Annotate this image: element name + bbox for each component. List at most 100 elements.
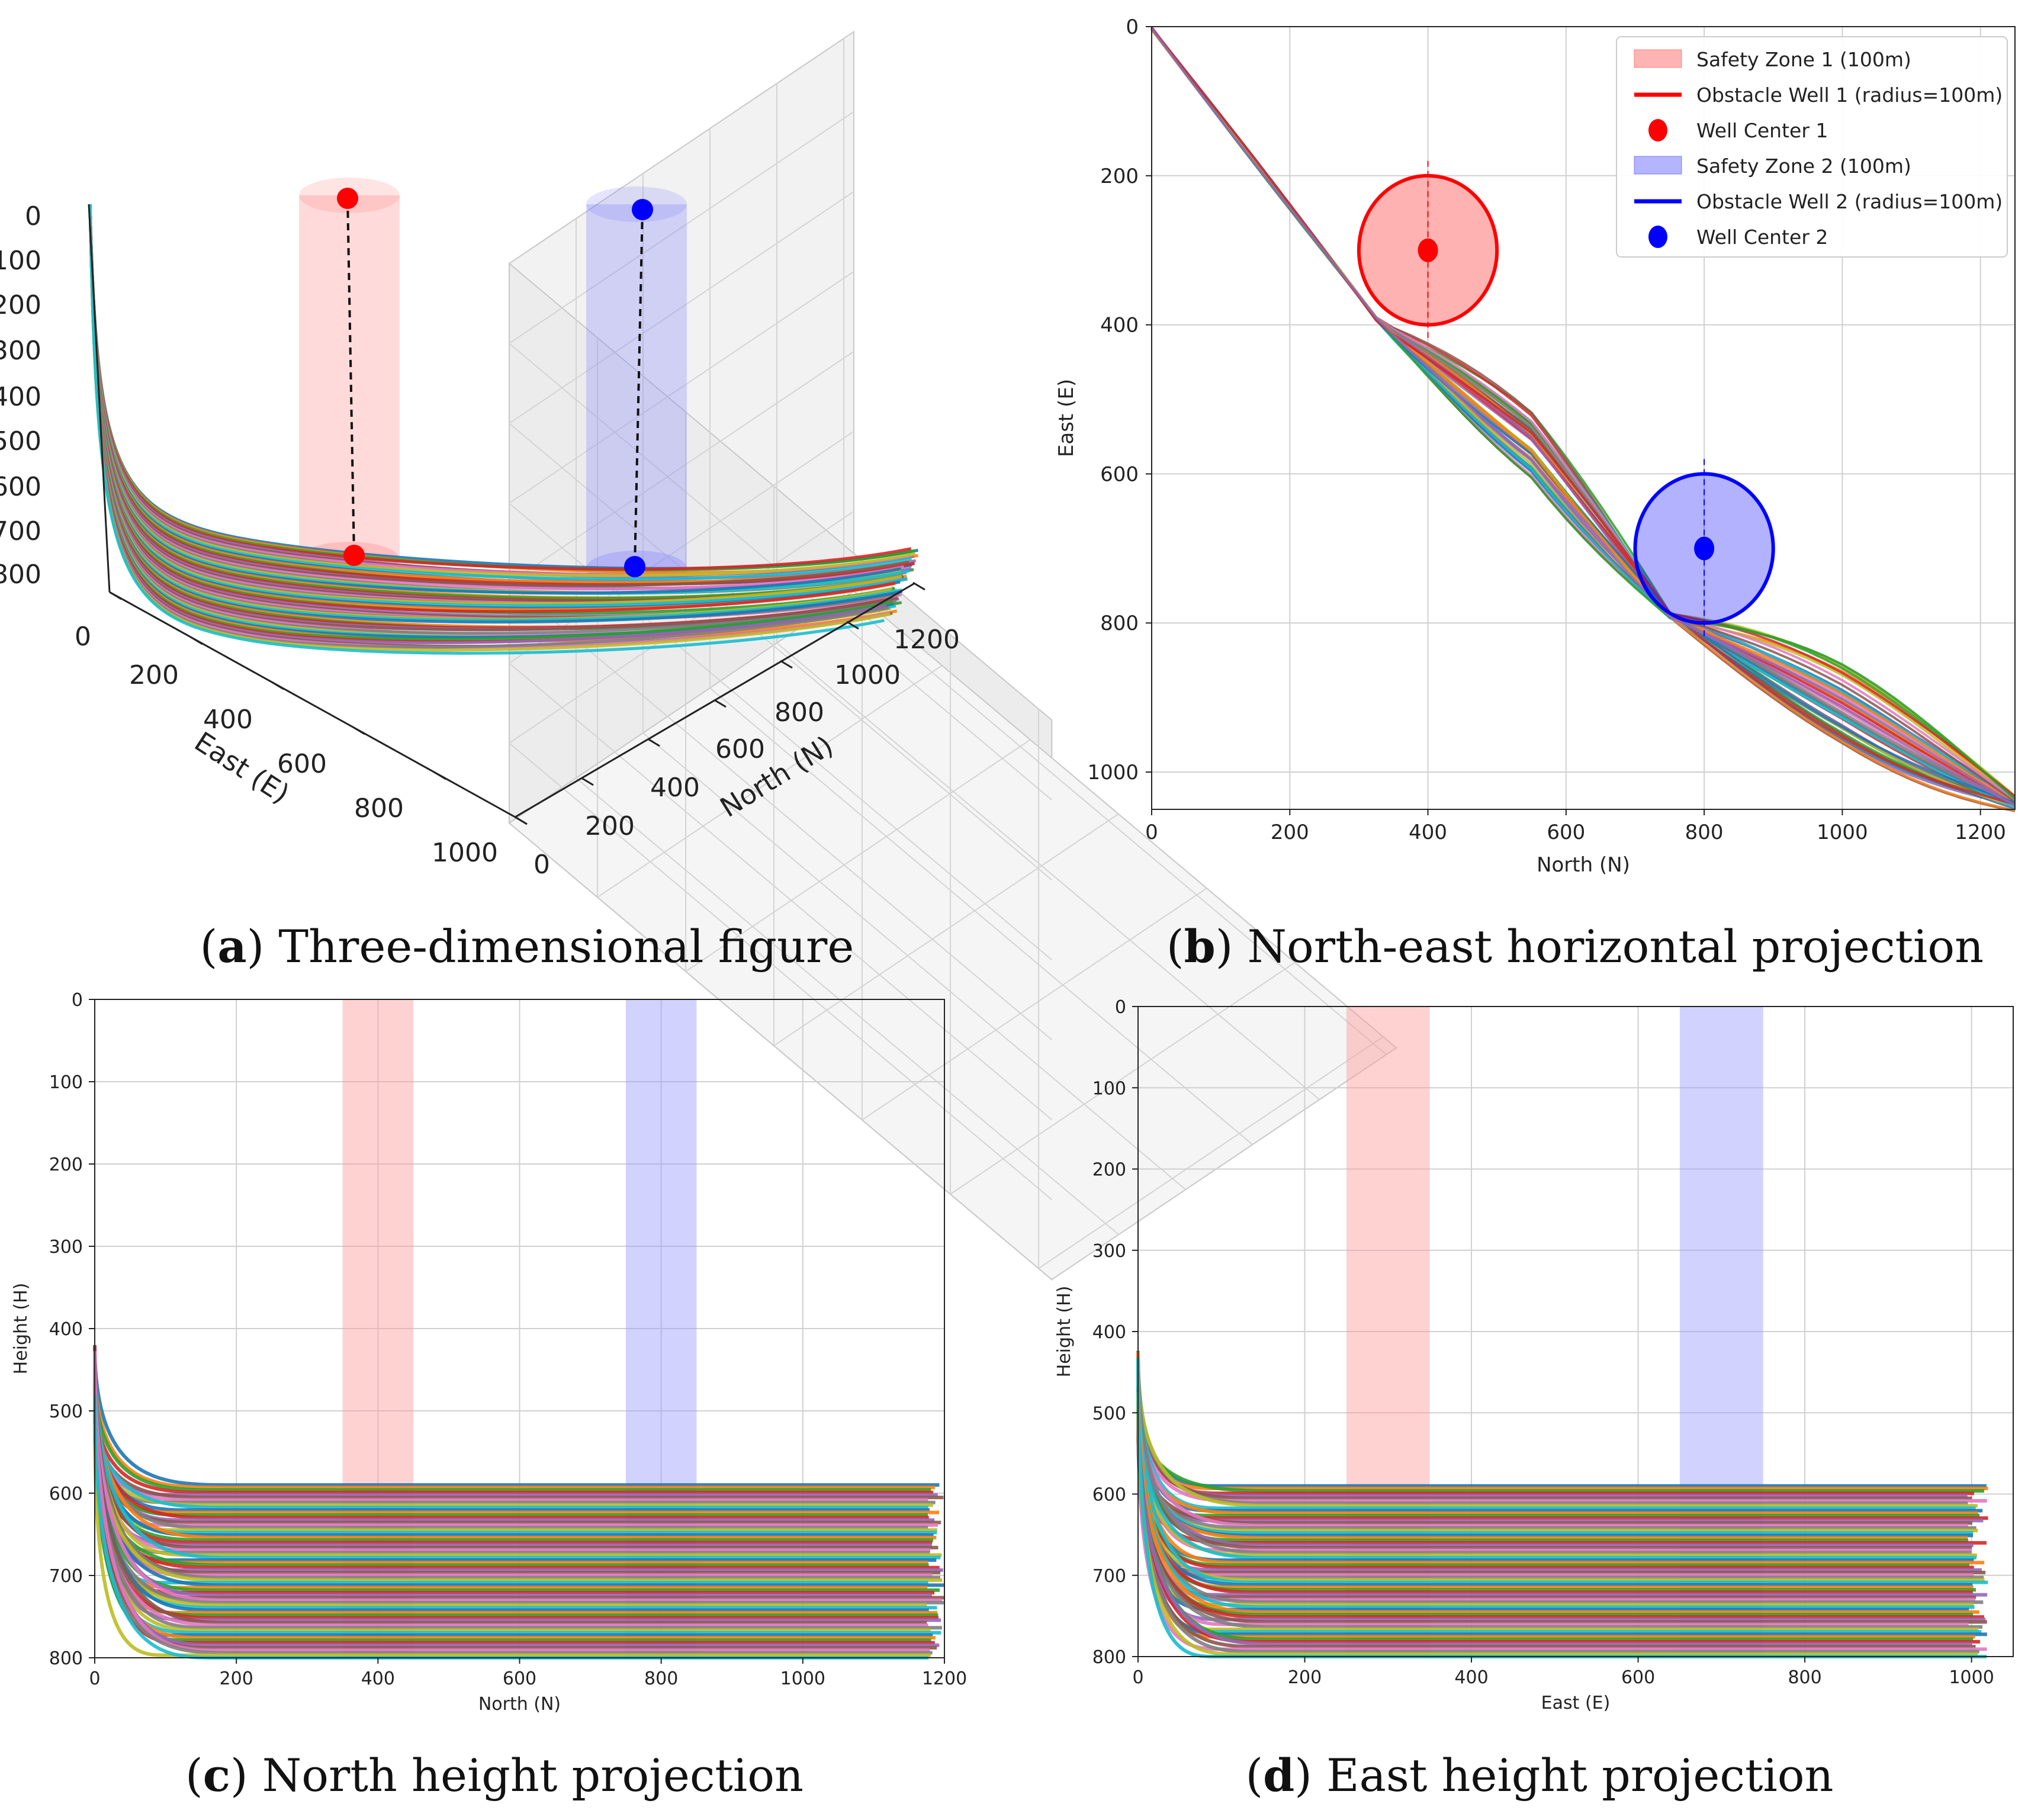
grid-floor-n-5 — [950, 962, 1296, 1195]
east-tick-mark-2 — [271, 681, 284, 690]
trajectory-2 — [1136, 1397, 1985, 1493]
z-tick-label-8: 800 — [0, 559, 41, 590]
panel-north-height-projection: 0 200 400 600 800 1000 1200 0 100 200 300 400 500 600… — [11, 990, 967, 1715]
trajectory-4 — [1136, 1367, 1968, 1498]
x-axis-label: East (E) — [1541, 1693, 1611, 1713]
grid-left-h-3 — [509, 351, 854, 584]
legend-swatch-5 — [1648, 226, 1667, 248]
grid-right-h-1 — [509, 742, 1052, 1200]
north-tick-label-3: 600 — [715, 734, 765, 764]
trajectory-8 — [1136, 1360, 1978, 1508]
y-tick-label-0: 0 — [1115, 997, 1126, 1018]
grid-floor-n-6 — [1038, 1036, 1384, 1269]
y-tick-label-5: 500 — [1092, 1403, 1126, 1424]
north-tick-mark-5 — [846, 620, 859, 630]
grid-left-h-4 — [509, 271, 854, 504]
trajectory-4 — [93, 1412, 938, 1497]
x-tick-label-3: 600 — [503, 1668, 536, 1689]
grid-left-h-2 — [509, 430, 854, 664]
x-tick-label-0: 0 — [89, 1668, 100, 1689]
legend-label-2: Well Center 1 — [1696, 119, 1828, 142]
well-center-2 — [1694, 536, 1715, 561]
x-tick-label-4: 800 — [1788, 1667, 1821, 1688]
grid-floor-e-4 — [776, 642, 1320, 1100]
x-tick-label-2: 400 — [361, 1668, 395, 1689]
z-tick-label-1: 100 — [0, 246, 41, 276]
x-tick-label-3: 600 — [1547, 821, 1585, 844]
trajectory-7 — [1136, 1366, 1968, 1506]
north-tick-mark-0 — [515, 816, 528, 825]
legend-label-1: Obstacle Well 1 (radius=100m) — [1696, 83, 2003, 107]
y-axis-label: Height (H) — [1054, 1286, 1075, 1378]
x-tick-label-0: 0 — [1132, 1667, 1143, 1688]
legend-label-5: Well Center 2 — [1696, 226, 1828, 249]
well-center-1-bottom — [343, 545, 365, 566]
x-tick-label-1: 200 — [220, 1668, 253, 1689]
grid-left-h-6 — [509, 111, 854, 344]
z-tick-label-7: 700 — [0, 516, 41, 546]
x-tick-label-4: 800 — [644, 1668, 678, 1689]
z-tick-label-3: 300 — [0, 336, 41, 366]
y-tick-label-2: 200 — [49, 1155, 83, 1175]
panel-east-height-projection: 0 200 400 600 800 1000 0 100 200 300 400 500 600 700 8… — [1054, 997, 2014, 1713]
y-tick-label-1: 100 — [49, 1072, 83, 1093]
grid-floor-e-2 — [642, 732, 1186, 1190]
caption-b: (b) North-east horizontal projection — [1166, 920, 1984, 973]
y-tick-label-8: 800 — [1092, 1647, 1126, 1668]
grid-floor-n-2 — [685, 739, 1031, 972]
grid-right-h-3 — [509, 583, 1052, 1040]
panel-3d: 0 100 200 300 400 500 600 700 800 0 200 400 600 800 10… — [0, 30, 1397, 1281]
north-tick-mark-3 — [714, 699, 727, 708]
panel-north-east-projection: 0 200 400 600 800 1000 1200 0 200 400 600 800 1000 No… — [1055, 15, 2016, 877]
x-tick-label-6: 1200 — [1955, 821, 2006, 844]
north-tick-mark-1 — [581, 777, 594, 786]
east-tick-label-4: 800 — [354, 793, 404, 824]
grid-floor-e-1 — [576, 777, 1119, 1235]
y-tick-label-4: 400 — [1092, 1322, 1126, 1343]
pane-floor — [508, 590, 1397, 1281]
trajectory-43 — [1150, 27, 2016, 806]
north-tick-label-4: 800 — [774, 697, 824, 728]
well-axis-2 — [634, 209, 644, 567]
plot-frame — [1151, 26, 2016, 810]
axis-east — [109, 591, 516, 818]
x-axis-label: North (N) — [1537, 853, 1630, 877]
trajectory-6 — [1136, 1380, 1987, 1503]
y-tick-label-3: 300 — [49, 1237, 83, 1258]
trajectory-5 — [1136, 1382, 1972, 1500]
cylinder-1-body — [299, 195, 400, 559]
z-tick-label-4: 400 — [0, 382, 41, 412]
grid-floor-e-5 — [843, 597, 1387, 1055]
y-tick-label-6: 600 — [49, 1484, 83, 1504]
trajectory-3 — [93, 1390, 933, 1494]
east-tick-mark-4 — [433, 771, 446, 780]
caption-a: (a) Three-dimensional figure — [200, 920, 854, 973]
y-tick-label-4: 800 — [1100, 612, 1139, 635]
y-tick-label-1: 200 — [1100, 165, 1139, 188]
x-tick-label-5: 1000 — [1949, 1667, 1994, 1688]
z-tick-label-6: 600 — [0, 472, 41, 502]
east-tick-mark-3 — [352, 726, 365, 735]
grid-floor-n-1 — [597, 665, 943, 898]
y-tick-label-0: 0 — [1126, 15, 1139, 39]
z-tick-label-2: 200 — [0, 290, 41, 320]
grid-right-h-5 — [509, 423, 1052, 880]
x-axis-label: North (N) — [478, 1694, 561, 1715]
y-tick-label-4: 400 — [49, 1319, 83, 1340]
y-tick-label-3: 600 — [1100, 462, 1139, 486]
trajectory-0 — [1136, 1350, 1987, 1488]
north-tick-mark-4 — [780, 660, 793, 669]
trajectory-0 — [93, 1345, 940, 1487]
north-tick-label-2: 400 — [650, 773, 700, 803]
x-tick-label-3: 600 — [1621, 1667, 1655, 1688]
trajectory-1 — [1136, 1356, 1988, 1490]
legend-swatch-2 — [1648, 119, 1667, 142]
y-tick-label-6: 600 — [1092, 1485, 1126, 1506]
y-tick-label-3: 300 — [1092, 1241, 1126, 1262]
caption-d: (d) East height projection — [1245, 1749, 1833, 1802]
trajectory-2 — [93, 1372, 931, 1492]
x-tick-label-1: 200 — [1288, 1667, 1322, 1688]
legend-label-3: Safety Zone 2 (100m) — [1696, 155, 1911, 178]
well-axis-1 — [346, 198, 355, 556]
